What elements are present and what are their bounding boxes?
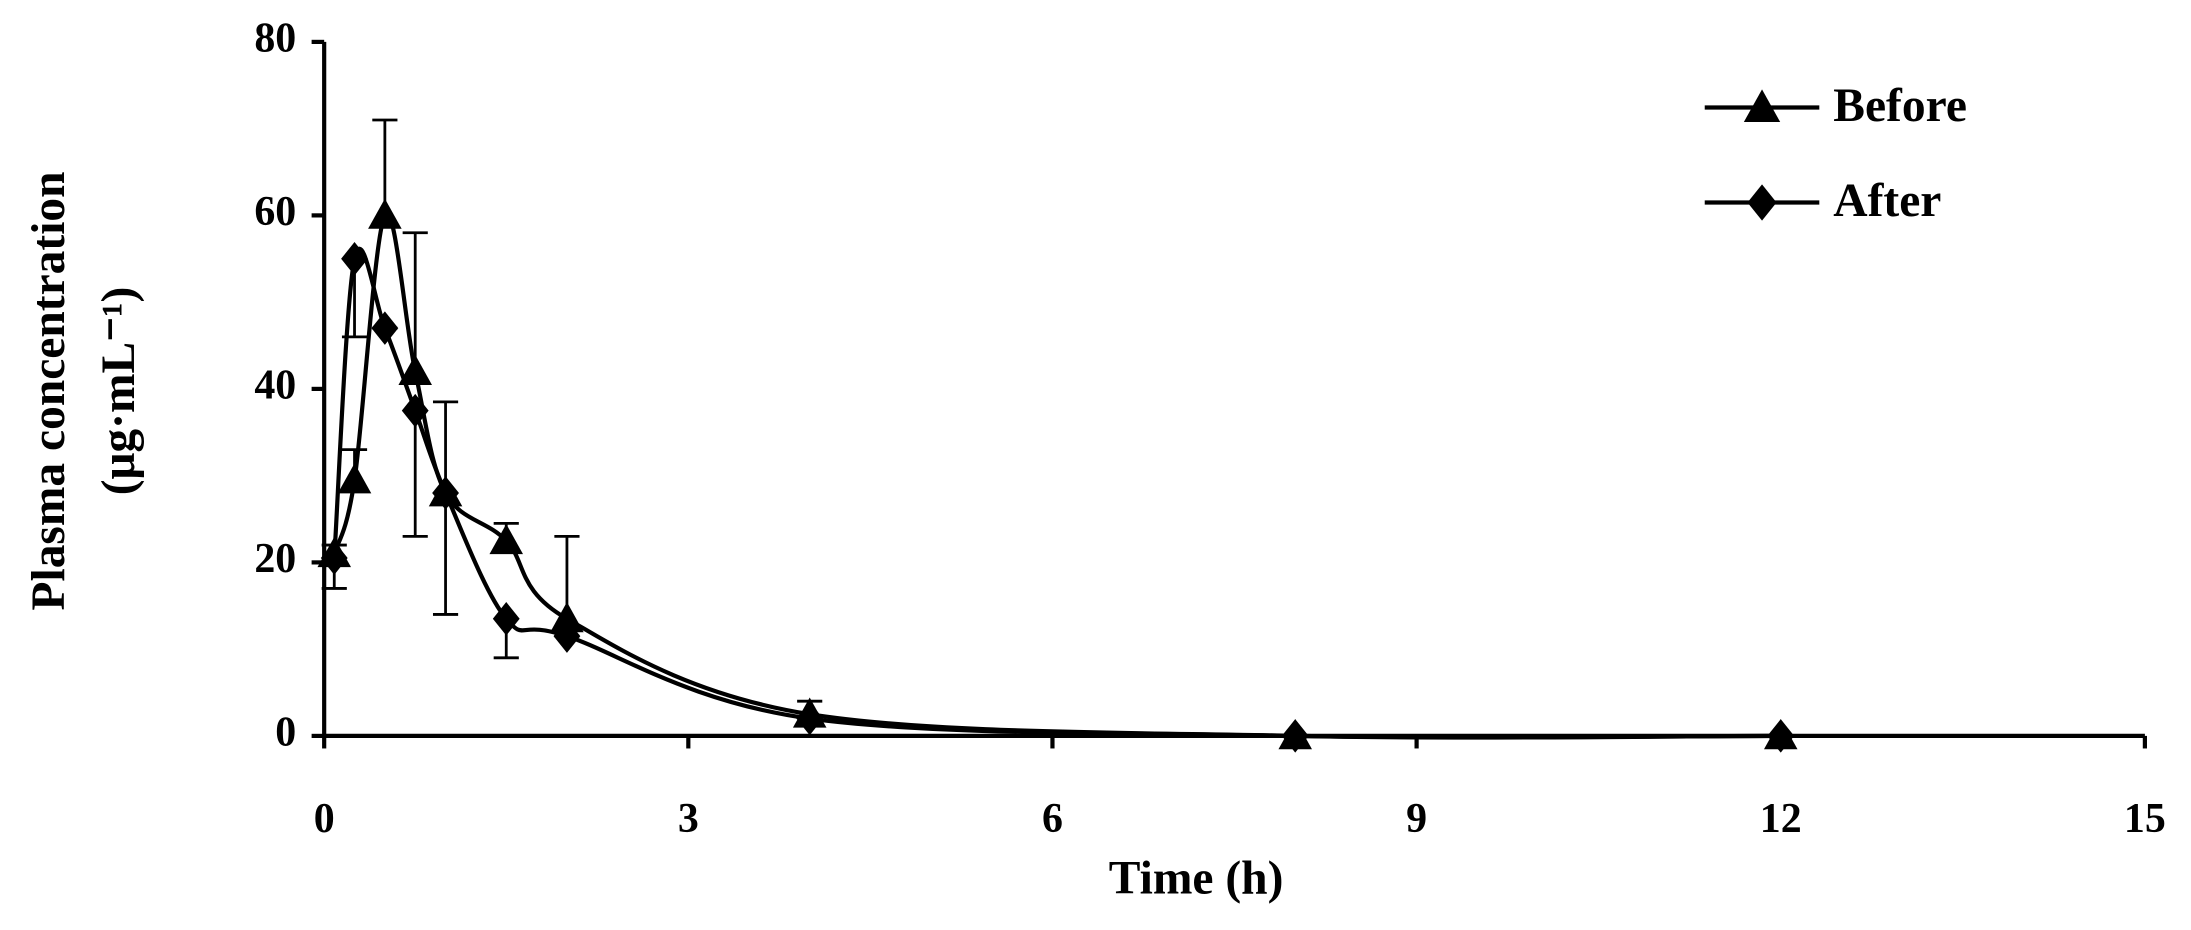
marker bbox=[550, 602, 584, 633]
marker bbox=[492, 602, 520, 636]
x-tick-label: 3 bbox=[678, 796, 699, 842]
marker bbox=[337, 463, 372, 494]
series-line bbox=[332, 211, 1781, 740]
y-tick-label: 20 bbox=[254, 536, 296, 582]
legend-marker bbox=[1747, 184, 1777, 221]
marker bbox=[341, 242, 368, 276]
x-tick-label: 15 bbox=[2124, 796, 2166, 842]
legend-label: Before bbox=[1833, 80, 1967, 132]
y-tick-label: 0 bbox=[275, 710, 296, 756]
y-tick-label: 40 bbox=[254, 363, 296, 409]
x-tick-label: 0 bbox=[314, 796, 335, 842]
marker bbox=[371, 311, 399, 345]
marker bbox=[401, 393, 429, 428]
x-tick-label: 6 bbox=[1042, 796, 1063, 842]
x-tick-label: 12 bbox=[1760, 796, 1802, 842]
marker bbox=[1281, 719, 1309, 753]
x-axis-title: Time (h) bbox=[1109, 852, 1284, 904]
marker bbox=[432, 476, 459, 510]
y-tick-label: 60 bbox=[254, 189, 296, 235]
series-line bbox=[332, 246, 1781, 740]
marker bbox=[796, 701, 824, 736]
y-tick-label: 80 bbox=[254, 16, 296, 62]
legend-marker bbox=[1743, 89, 1781, 123]
marker bbox=[368, 198, 402, 229]
marker bbox=[398, 354, 432, 385]
legend-label: After bbox=[1833, 175, 1941, 227]
y-axis-title: (μg·mL⁻¹) bbox=[93, 287, 145, 496]
marker bbox=[489, 523, 524, 555]
marker bbox=[1767, 719, 1795, 753]
x-tick-label: 9 bbox=[1406, 796, 1427, 842]
y-axis-title: Plasma concentration bbox=[23, 171, 75, 610]
